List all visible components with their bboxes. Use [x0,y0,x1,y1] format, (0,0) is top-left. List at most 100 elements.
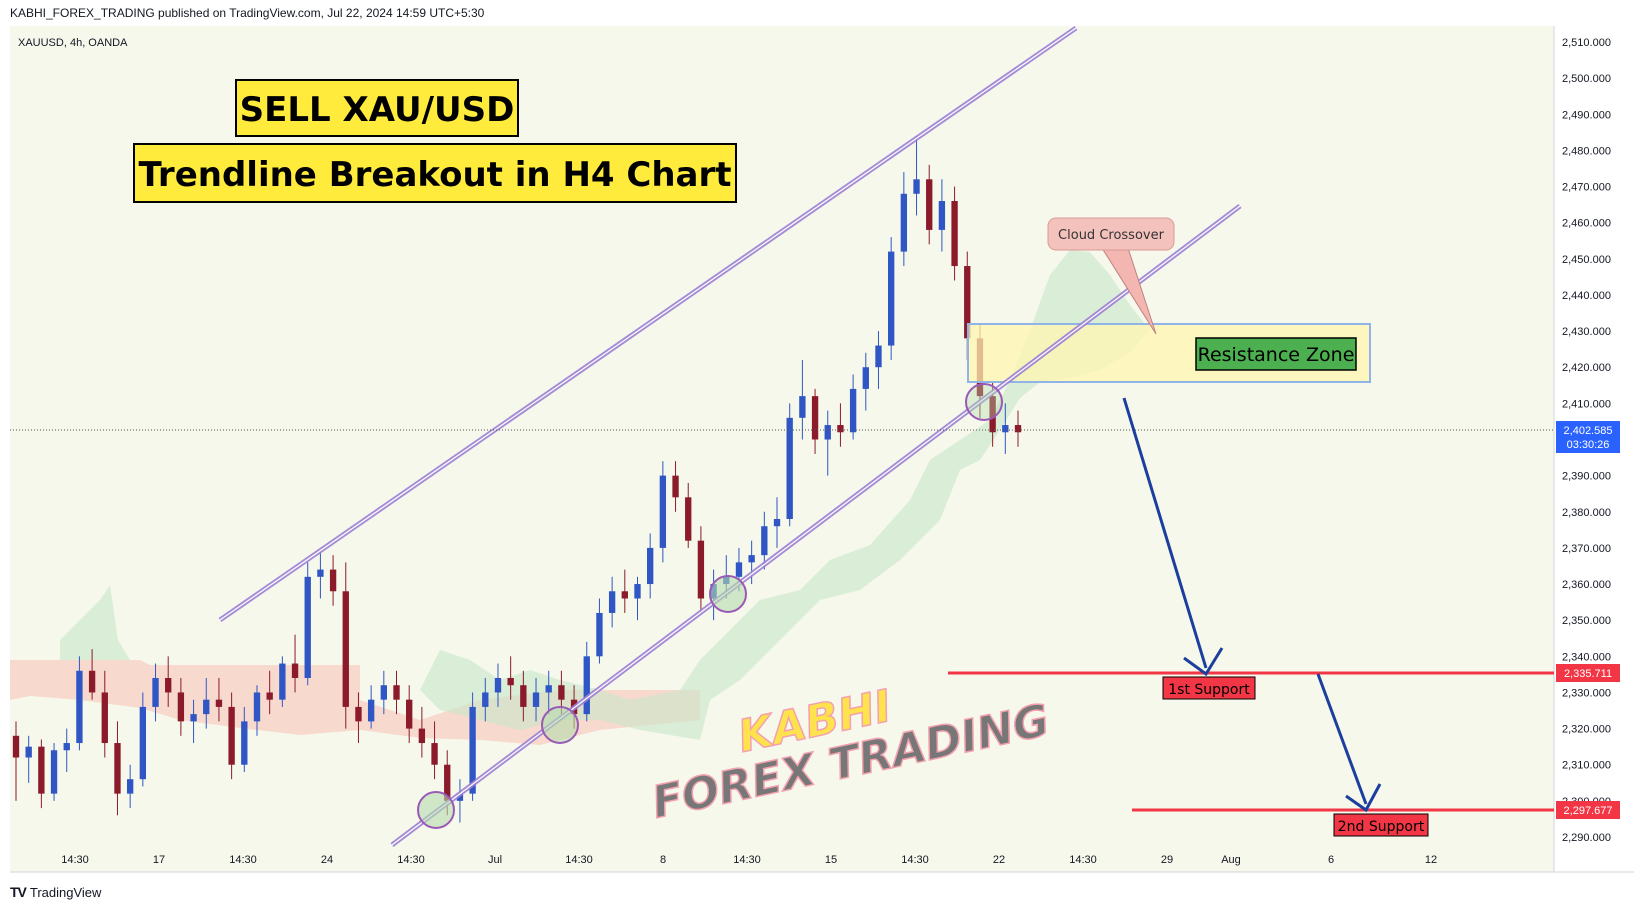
candle-body [532,692,540,707]
candle-body [786,417,793,519]
x-tick-label: 17 [153,854,165,866]
touch-circle-3 [709,575,747,613]
tradingview-logo-icon: TV [10,884,27,900]
candle-body [342,591,349,707]
title-line-1: SELL XAU/USD [240,90,515,130]
candle-body [900,193,908,252]
candle-body [317,569,324,577]
x-tick-label: 14:30 [61,854,89,866]
candle-body [608,591,616,613]
candles [12,135,1022,823]
candle-body [101,692,108,744]
y-tick-label: 2,510.000 [1562,37,1611,49]
candle-body [735,562,743,577]
x-tick-label: 6 [1328,854,1334,866]
candle-body [494,678,502,693]
candle-body [964,266,971,339]
candle-body [647,547,654,585]
current-price-countdown: 03:30:26 [1567,439,1610,451]
candle-body [583,656,590,715]
candle-body [355,706,362,722]
x-tick-label: 15 [825,854,837,866]
candle-body [88,670,96,693]
candle-body [431,743,438,765]
arrow-head-2 [1345,783,1382,813]
x-tick-label: 22 [993,854,1005,866]
candle-body [25,746,32,758]
candle-body [773,519,781,527]
x-tick-label: 14:30 [1069,854,1097,866]
candle-body [951,201,958,267]
y-tick-label: 2,320.000 [1562,724,1611,736]
x-tick-label: 14:30 [565,854,593,866]
candle-body [76,670,83,744]
candle-body [520,685,527,707]
y-tick-label: 2,390.000 [1562,471,1611,483]
candle-body [761,526,768,556]
candle-body [126,779,134,794]
candle-body [507,678,514,686]
price-axis[interactable]: 2,510.000 2,500.000 2,490.000 2,480.000 2,47… [1562,37,1611,844]
resistance-zone-label: Resistance Zone [1198,344,1355,366]
channel-lower-line-core [391,205,1241,846]
y-tick-label: 2,440.000 [1562,290,1611,302]
candle-body [152,678,159,707]
support-2-price-badge [1556,801,1620,819]
x-tick-label: 14:30 [733,854,761,866]
y-tick-label: 2,420.000 [1562,362,1611,374]
ichimoku-cloud [10,250,1150,745]
publish-header: KABHI_FOREX_TRADING published on Trading… [10,6,485,20]
y-tick-label: 2,330.000 [1562,687,1611,699]
y-tick-label: 2,310.000 [1562,760,1611,772]
cloud-crossover-label: Cloud Crossover [1058,228,1165,243]
candle-body [558,685,565,700]
arrow-head-1 [1183,647,1224,677]
candle-body [406,699,413,729]
candle-body [393,685,400,700]
support-2-label-bg [1333,813,1429,837]
channel-upper-line-core [219,27,1077,621]
candle-body [456,793,464,801]
candle-body [50,750,58,794]
candle-body [849,388,857,433]
candle-body [596,612,603,657]
support-2-label: 2nd Support [1338,819,1425,835]
x-tick-label: Jul [488,854,502,866]
touch-circle-2 [541,706,579,744]
candle-body [913,179,920,194]
candle-body [887,251,895,346]
arrow-to-support-2 [1316,673,1368,805]
x-tick-label: 14:30 [901,854,929,866]
candle-body [38,746,45,794]
x-tick-label: 29 [1161,854,1173,866]
candle-body [444,764,451,801]
cloud-crossover-callout [1047,217,1175,251]
y-tick-label: 2,500.000 [1562,73,1611,85]
y-tick-label: 2,340.000 [1562,651,1611,663]
candle-body [367,699,375,722]
x-tick-label: 14:30 [397,854,425,866]
candle-body [266,692,273,700]
candle-body [748,555,755,563]
resistance-zone-label-bg [1195,337,1357,371]
y-tick-label: 2,380.000 [1562,507,1611,519]
support-1-label: 1st Support [1168,682,1250,698]
y-tick-label: 2,410.000 [1562,398,1611,410]
candle-body [418,728,426,744]
candle-body [634,584,641,599]
candle-body [938,201,946,230]
y-tick-label: 2,360.000 [1562,579,1611,591]
y-tick-label: 2,490.000 [1562,109,1611,121]
candle-body [190,714,197,722]
candle-body [228,706,235,765]
candle-body [875,345,882,368]
time-axis[interactable]: 14:30 17 14:30 24 14:30 Jul 14:30 8 14:30 15 14:30… [61,854,1437,866]
x-tick-label: 12 [1425,854,1437,866]
current-price-value: 2,402.585 [1564,425,1613,437]
support-1-label-bg [1162,676,1256,700]
candle-body [1002,425,1009,433]
footer-brand[interactable]: TV TradingView [10,884,101,900]
candle-body [545,685,552,693]
support-2-price: 2,297.677 [1564,805,1613,817]
